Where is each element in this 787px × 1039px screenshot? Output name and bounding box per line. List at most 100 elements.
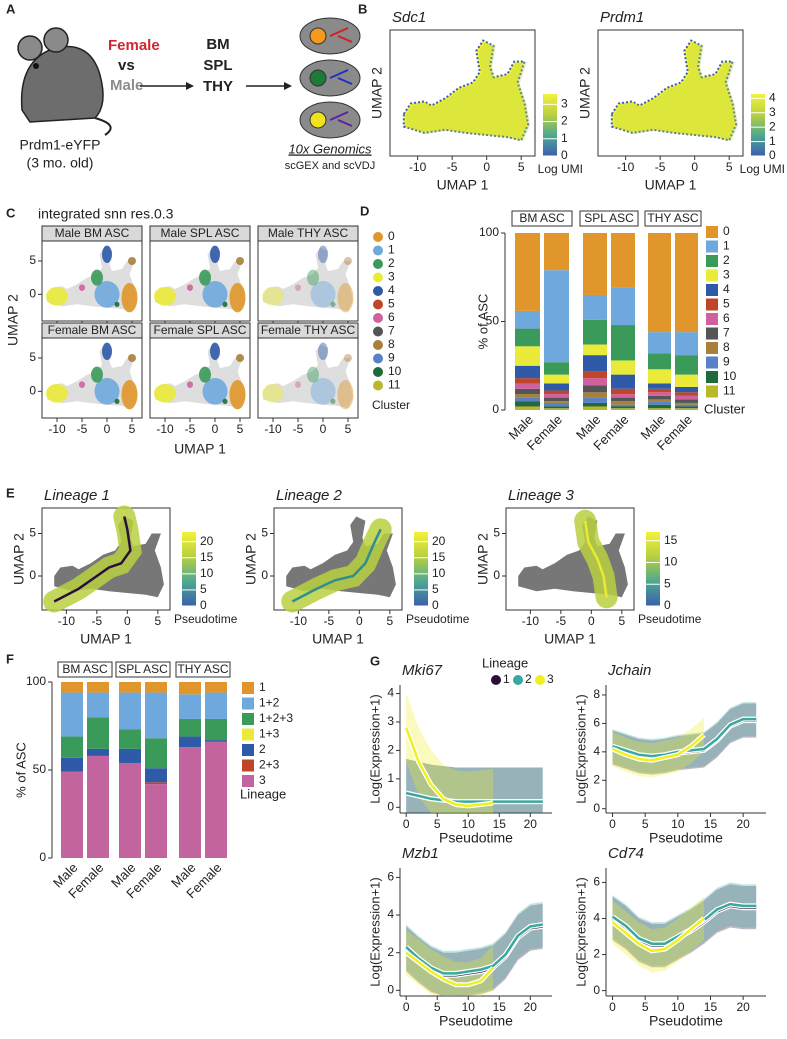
bar-segment	[583, 397, 607, 403]
y-tick-label: 100	[479, 225, 499, 239]
cluster-cloud	[310, 281, 336, 308]
x-tick-label: 20	[736, 1000, 750, 1014]
facet-strip	[57, 661, 113, 678]
bar-segment	[179, 694, 201, 719]
legend-label: 9	[723, 355, 730, 369]
y-axis-label: Log(Expression+1)	[367, 877, 382, 986]
y-tick-label: 1	[387, 771, 394, 785]
y-tick-label: 0	[387, 983, 394, 997]
y-tick-label: 0	[261, 568, 268, 582]
bar-segment	[583, 294, 607, 320]
cluster-cloud	[229, 283, 246, 313]
facet-strip	[511, 210, 573, 227]
bar-segment	[611, 406, 635, 409]
x-tick-label: -5	[324, 614, 335, 628]
cluster-cloud	[128, 257, 136, 265]
x-tick-label: 5	[618, 614, 625, 628]
cluster-cloud	[295, 284, 301, 291]
y-axis-label: Log(Expression+1)	[573, 877, 588, 986]
x-axis-label: UMAP 1	[645, 177, 697, 193]
cluster-cloud	[236, 354, 244, 362]
x-tick-label: 5	[434, 817, 441, 831]
legend-key	[706, 284, 718, 296]
y-tick-label: 4	[387, 907, 394, 921]
legend-key	[373, 326, 383, 337]
chart-title: Mzb1	[402, 845, 439, 862]
bar-segment	[583, 371, 607, 379]
cluster-cloud	[154, 287, 176, 306]
bar-segment	[544, 402, 569, 407]
cluster-cloud	[94, 378, 120, 405]
y-tick-label: 6	[593, 716, 600, 730]
x-axis-label: Pseudotime	[439, 1013, 513, 1029]
bar-segment	[87, 692, 109, 718]
legend-label: 8	[388, 337, 395, 351]
point-cloud	[405, 41, 531, 142]
legend-key	[373, 313, 383, 323]
colorbar-tick-label: 1	[561, 131, 568, 145]
bar-segment	[119, 692, 141, 730]
platform: 10x Genomics	[288, 141, 372, 156]
point-cloud	[613, 41, 739, 142]
legend-key	[373, 272, 383, 283]
x-axis-label: Pseudotime	[439, 830, 513, 846]
colorbar-tick-label: 5	[432, 582, 439, 596]
trend-line	[405, 727, 494, 808]
bar-segment	[611, 360, 635, 375]
bar-segment	[648, 404, 671, 409]
cluster-cloud	[330, 301, 336, 308]
bar-segment	[675, 355, 698, 375]
legend-key	[373, 232, 383, 242]
colorbar-tick-label: 2	[769, 119, 776, 133]
facet-label: Female BM ASC	[48, 323, 137, 337]
bar-segment	[544, 270, 569, 363]
assays: scGEX and scVDJ	[285, 160, 375, 172]
bar-segment	[583, 402, 607, 407]
legend-label: 8	[723, 340, 730, 354]
legend-label: 3	[259, 773, 266, 787]
bar-segment	[611, 401, 635, 405]
y-tick-label: 2	[593, 947, 600, 961]
legend-key	[373, 340, 383, 350]
mouse-strain: Prdm1-eYFP	[20, 137, 101, 153]
legend-key	[513, 675, 523, 685]
colorbar-tick-label: 2	[561, 114, 568, 128]
x-tick-label: 5	[726, 160, 733, 174]
legend-key	[373, 353, 383, 364]
chart-title: integrated snn res.0.3	[38, 206, 174, 222]
x-tick-label: 15	[493, 1000, 507, 1014]
point-cloud	[612, 717, 704, 778]
y-tick-label: 4	[593, 744, 600, 758]
bar-segment	[544, 406, 569, 409]
bar-segment	[648, 395, 671, 400]
y-tick-label: 3	[387, 714, 394, 728]
facet-label: BM ASC	[62, 662, 108, 676]
x-tick-label: 0	[124, 614, 131, 628]
panel-label: C	[6, 205, 16, 220]
bar-segment	[145, 782, 167, 785]
x-tick-label: -10	[290, 614, 308, 628]
cluster-cloud	[121, 283, 138, 313]
x-tick-label: 10	[462, 817, 476, 831]
x-tick-label: 0	[212, 422, 219, 436]
bar-segment	[583, 355, 607, 372]
legend-label: 5	[723, 297, 730, 311]
colorbar-tick-label: 3	[769, 105, 776, 119]
cluster-cloud	[187, 381, 193, 388]
bar-segment	[145, 682, 167, 693]
chart-title: Sdc1	[392, 9, 426, 26]
colorbar	[751, 94, 765, 156]
x-tick-label: 20	[524, 1000, 538, 1014]
bar-segment	[544, 233, 569, 271]
bar-segment	[87, 717, 109, 749]
legend-key	[373, 245, 383, 256]
cluster-cloud	[79, 381, 85, 388]
bar-segment	[675, 386, 698, 393]
legend-key	[242, 697, 254, 710]
x-axis-label: UMAP 1	[80, 631, 132, 647]
y-tick-label: 6	[593, 875, 600, 889]
colorbar-tick-label: 15	[200, 550, 214, 564]
colorbar-tick-label: 3	[561, 97, 568, 111]
bar-segment	[145, 738, 167, 769]
